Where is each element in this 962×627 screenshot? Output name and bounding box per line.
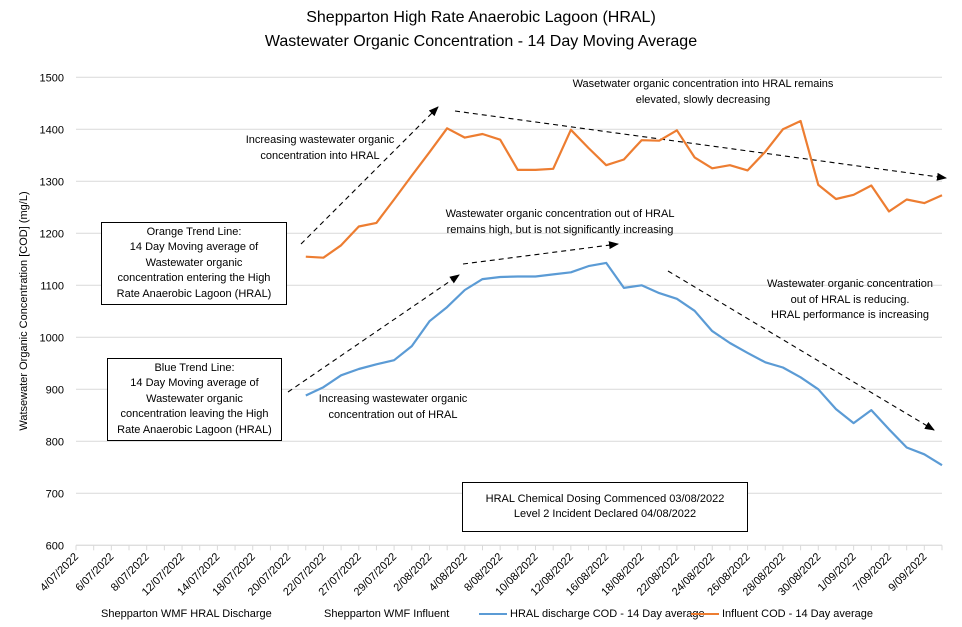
orange-trend-line-box: Orange Trend Line: 14 Day Moving average… — [101, 222, 287, 305]
x-axis-tick-labels: 4/07/20226/07/20228/07/202212/07/202214/… — [38, 551, 929, 598]
annotation-discharge-rise: Increasing wastewater organic concentrat… — [318, 393, 468, 421]
y-tick-label: 900 — [46, 384, 64, 396]
series-line-influent — [305, 119, 943, 259]
legend-label: Shepparton WMF Influent — [324, 608, 450, 620]
x-axis — [75, 544, 943, 551]
y-tick-label: 1200 — [40, 228, 64, 240]
legend-label: Shepparton WMF HRAL Discharge — [101, 608, 272, 620]
y-tick-label: 700 — [46, 488, 64, 500]
arrow-influent-plateau — [454, 110, 947, 181]
annotation-influent-plateau: Wasetwater organic concentration into HR… — [572, 78, 834, 106]
x-tick-label: 9/09/2022 — [886, 551, 929, 594]
dosing-event-box: HRAL Chemical Dosing Commenced 03/08/202… — [462, 482, 748, 532]
y-axis-tick-labels: 600 700 800 900 1000 1100 1200 1300 1400 1500 — [40, 72, 64, 552]
y-axis-label: Watsewater Organic Concentration [COD] (… — [18, 191, 30, 430]
annotation-discharge-high: Wastewater organic concentration out of … — [445, 208, 675, 236]
arrow-discharge-reducing — [667, 270, 935, 431]
annotation-influent-rise: Increasing wastewater organic concentrat… — [245, 134, 395, 162]
chart-subtitle: Wastewater Organic Concentration - 14 Da… — [264, 33, 698, 50]
trend-arrows — [287, 106, 947, 431]
arrow-discharge-high — [462, 241, 619, 265]
y-tick-label: 800 — [46, 436, 64, 448]
chart-title: Shepparton High Rate Anaerobic Lagoon (H… — [306, 9, 656, 26]
legend-swatch-orange — [691, 613, 719, 615]
y-tick-label: 1100 — [40, 280, 64, 292]
legend-item-hral-discharge: Shepparton WMF HRAL Discharge — [101, 608, 272, 620]
legend-item-discharge-cod: HRAL discharge COD - 14 Day average — [479, 608, 705, 620]
legend-item-influent-cod: Influent COD - 14 Day average — [691, 608, 873, 620]
legend-label: HRAL discharge COD - 14 Day average — [510, 608, 705, 620]
blue-trend-line-box: Blue Trend Line: 14 Day Moving average o… — [107, 358, 282, 441]
legend-label: Influent COD - 14 Day average — [722, 608, 874, 620]
legend-swatch-blue — [479, 613, 507, 615]
arrow-discharge-rise — [287, 274, 460, 393]
annotation-discharge-reducing: Wastewater organic concentration out of … — [767, 278, 933, 321]
y-tick-label: 1000 — [40, 332, 64, 344]
legend-item-influent: Shepparton WMF Influent — [324, 608, 449, 620]
series-lines — [305, 119, 943, 467]
y-tick-label: 1300 — [40, 176, 64, 188]
series-line-hral-discharge — [305, 261, 943, 467]
y-tick-label: 1500 — [40, 72, 64, 84]
y-tick-label: 1400 — [40, 124, 64, 136]
y-tick-label: 600 — [46, 540, 64, 552]
